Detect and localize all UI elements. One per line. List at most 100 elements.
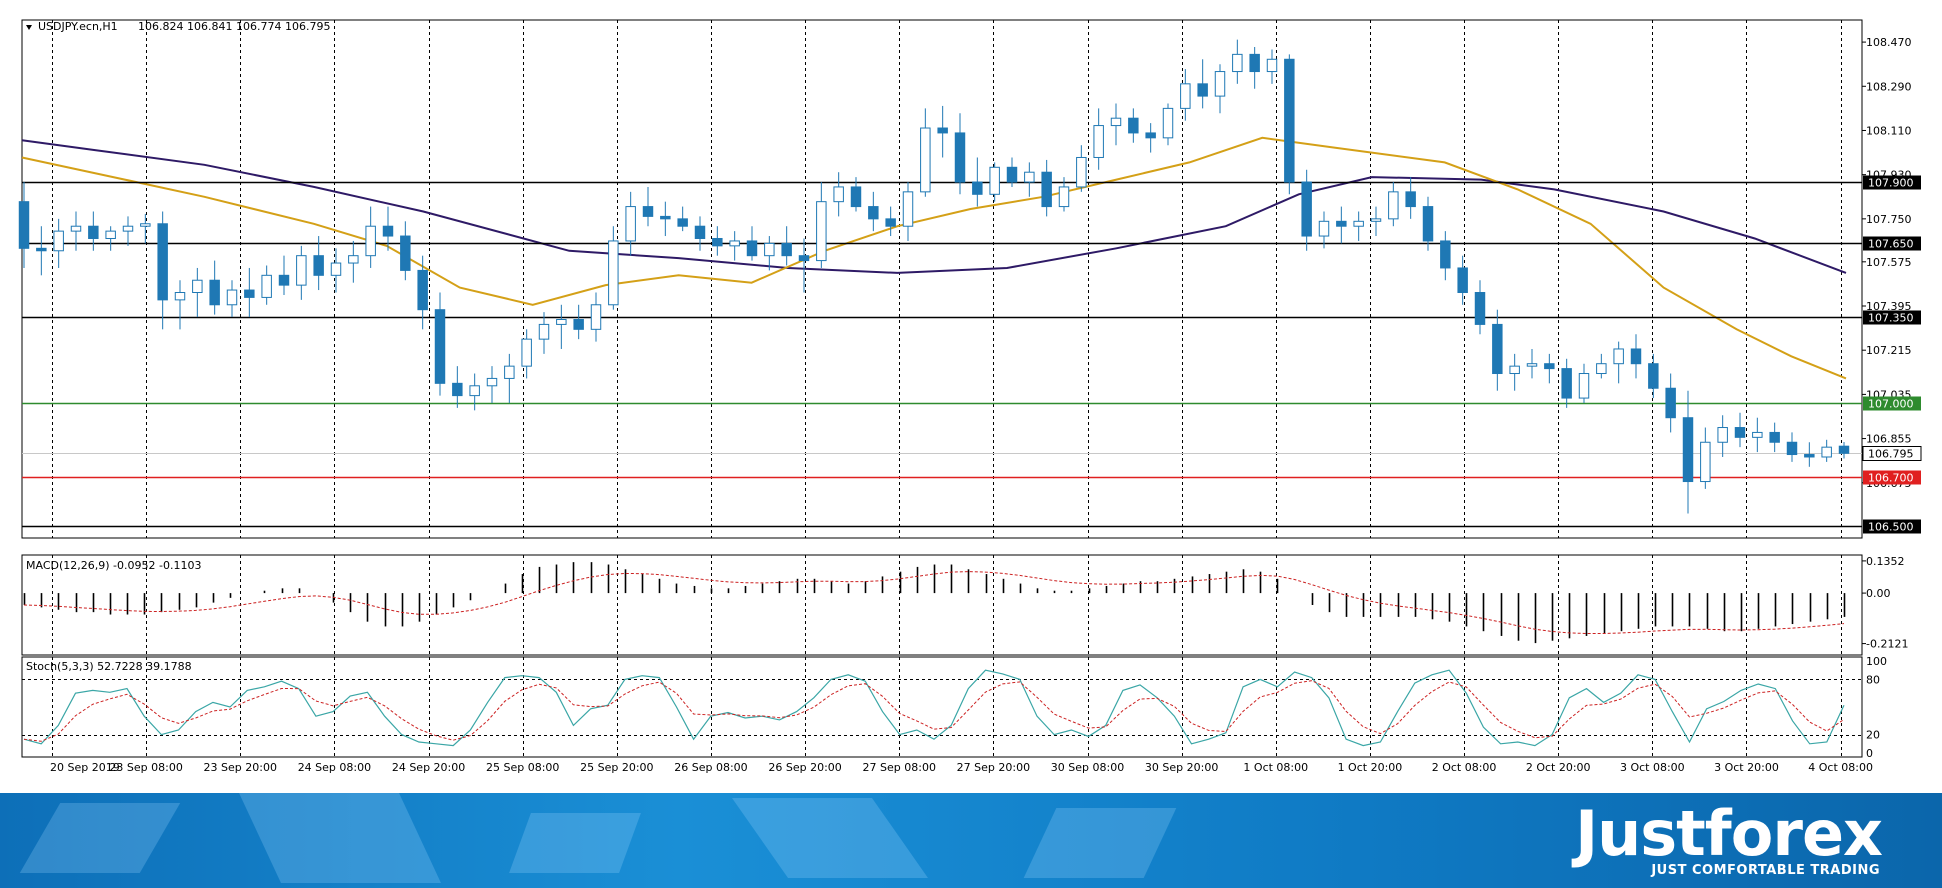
candle — [1284, 54, 1295, 195]
y-tick-label: 107.215 — [1866, 344, 1912, 357]
candle — [1370, 206, 1382, 237]
candle — [1093, 108, 1104, 170]
price-title: USDJPY.ecn,H1 — [38, 20, 118, 33]
y-tick-label: 108.290 — [1866, 80, 1912, 93]
candle — [36, 226, 47, 276]
candle — [53, 218, 64, 268]
candle — [1024, 162, 1035, 197]
stoch-signal-line — [23, 680, 1845, 742]
candle — [1353, 211, 1364, 241]
candle — [1561, 358, 1572, 408]
candle — [122, 216, 134, 246]
candle — [937, 105, 948, 158]
price-level-label: 106.500 — [1868, 521, 1914, 534]
candle — [1838, 442, 1850, 459]
candle — [1249, 47, 1260, 89]
candle — [1717, 415, 1728, 457]
macd-panel-frame — [21, 554, 1863, 656]
candle — [296, 245, 307, 300]
x-tick-label: 27 Sep 20:00 — [957, 761, 1030, 774]
candle — [1613, 341, 1624, 384]
candle — [590, 292, 602, 342]
stoch-main-line — [23, 669, 1845, 747]
candle — [1526, 348, 1538, 379]
x-tick-label: 30 Sep 08:00 — [1051, 761, 1124, 774]
macd-panel: 0.1352 0.00 -0.2121 MACD(12,26,9) -0.0952 … — [21, 554, 1908, 656]
candle — [798, 238, 810, 293]
candle — [1509, 353, 1520, 391]
candle — [746, 226, 758, 261]
candle — [1232, 39, 1243, 84]
candle — [174, 280, 186, 330]
y-tick-label: 108.470 — [1866, 36, 1912, 49]
x-tick-label: 24 Sep 08:00 — [298, 761, 371, 774]
candle — [1752, 417, 1763, 453]
candle — [157, 211, 168, 330]
candle — [1700, 427, 1711, 489]
stoch-vertical-grid — [52, 657, 1842, 757]
price-panel-frame — [21, 19, 1863, 539]
price-panel: 108.470108.290108.110107.930107.750107.5… — [18, 19, 1922, 539]
x-tick-label: 1 Oct 08:00 — [1243, 761, 1308, 774]
candle — [105, 226, 116, 251]
x-tick-label: 25 Sep 08:00 — [486, 761, 559, 774]
candle — [1318, 211, 1330, 249]
candle — [18, 182, 30, 268]
stoch-axis: 100 80 20 0 — [1866, 655, 1887, 760]
candle — [1058, 177, 1070, 212]
candle — [434, 292, 446, 396]
y-tick-label: 107.750 — [1866, 213, 1912, 226]
price-level-label-bg — [1863, 519, 1921, 534]
price-level-label-bg — [1863, 470, 1921, 485]
x-tick-label: 26 Sep 08:00 — [674, 761, 747, 774]
candle — [1006, 157, 1018, 187]
candle — [1630, 334, 1642, 379]
candle — [1682, 390, 1694, 514]
candle — [140, 213, 151, 244]
candles — [18, 39, 1850, 514]
candle — [1301, 169, 1312, 251]
candle — [348, 240, 359, 283]
macd-axis: 0.1352 0.00 -0.2121 — [1862, 555, 1908, 651]
candle — [902, 182, 914, 241]
candle — [1422, 196, 1434, 251]
macd-histogram — [23, 562, 1846, 644]
chart-collapse-icon[interactable] — [26, 25, 32, 30]
candle — [850, 177, 862, 212]
candle — [712, 226, 723, 256]
candle — [1180, 69, 1191, 121]
candle — [1492, 309, 1503, 391]
macd-vertical-grid — [52, 555, 1842, 655]
candle — [400, 221, 411, 281]
horizontal-levels — [22, 181, 1862, 528]
banner-shape — [731, 798, 929, 878]
candle — [382, 206, 394, 251]
banner-shape — [509, 813, 641, 873]
candle — [192, 267, 203, 318]
x-tick-label: 23 Sep 20:00 — [204, 761, 277, 774]
banner-shape — [239, 793, 441, 883]
x-tick-label: 1 Oct 20:00 — [1338, 761, 1403, 774]
moving-averages — [21, 136, 1847, 380]
candle — [1769, 422, 1780, 453]
stoch-tick-label: 100 — [1866, 655, 1887, 668]
candle — [1474, 280, 1486, 335]
candle — [1544, 353, 1555, 384]
y-tick-label: 108.110 — [1866, 124, 1912, 137]
candle — [1110, 103, 1122, 146]
macd-tick-label: 0.1352 — [1866, 555, 1905, 568]
x-tick-label: 2 Oct 08:00 — [1432, 761, 1497, 774]
candle — [313, 236, 324, 291]
candle — [486, 366, 498, 403]
candle — [209, 260, 220, 315]
candle — [1804, 442, 1815, 467]
justforex-logo: Justforex — [1575, 797, 1883, 870]
candle — [764, 236, 775, 271]
candle — [608, 226, 619, 310]
candle — [1405, 177, 1416, 219]
candle — [1596, 353, 1607, 379]
candle — [642, 186, 654, 227]
candle — [556, 304, 567, 349]
price-level-label: 107.000 — [1868, 398, 1914, 411]
